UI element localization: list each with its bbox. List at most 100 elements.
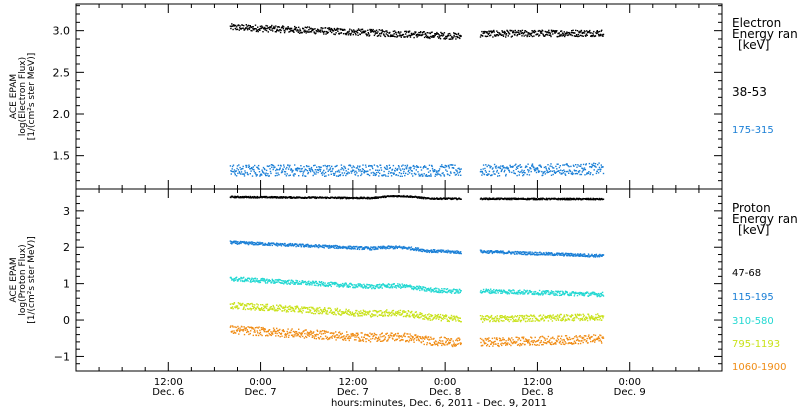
data-point	[283, 244, 285, 246]
data-point	[240, 171, 243, 173]
data-point	[566, 252, 568, 255]
data-point	[370, 28, 372, 31]
data-point	[422, 248, 424, 251]
data-point	[516, 320, 518, 322]
data-point	[502, 251, 505, 254]
data-point	[290, 310, 292, 312]
data-point	[405, 314, 408, 317]
data-point	[424, 166, 426, 168]
data-point	[427, 249, 429, 251]
data-point	[300, 310, 302, 313]
data-point	[231, 306, 233, 309]
data-point	[249, 25, 251, 27]
data-point	[442, 290, 445, 292]
data-point	[564, 197, 566, 200]
data-point	[436, 287, 438, 290]
data-point	[232, 308, 234, 310]
data-point	[595, 253, 598, 256]
data-point	[410, 170, 413, 172]
data-point	[489, 35, 491, 37]
data-point	[371, 313, 373, 315]
data-point	[517, 320, 519, 322]
data-point	[336, 164, 338, 167]
data-point	[325, 313, 328, 315]
data-point	[434, 288, 436, 290]
data-point	[427, 319, 429, 321]
data-point	[595, 31, 597, 34]
data-point	[599, 170, 602, 172]
data-point	[328, 244, 331, 247]
data-point	[328, 169, 330, 171]
data-point	[378, 34, 380, 37]
data-point	[434, 34, 436, 37]
data-point	[503, 166, 505, 168]
data-point	[270, 164, 273, 166]
data-point	[413, 317, 416, 319]
data-point	[543, 171, 545, 173]
data-point	[594, 199, 597, 201]
data-point	[328, 165, 331, 167]
data-point	[493, 250, 495, 253]
data-point	[565, 198, 567, 201]
data-point	[291, 171, 293, 173]
data-point	[293, 175, 295, 177]
data-point	[357, 284, 360, 287]
data-point	[276, 168, 278, 170]
data-point	[485, 315, 487, 317]
data-point	[486, 35, 489, 37]
data-point	[456, 35, 458, 38]
data-point	[242, 27, 244, 29]
data-point	[253, 197, 255, 199]
data-point	[491, 317, 494, 319]
data-point	[417, 197, 419, 199]
data-point	[436, 197, 439, 200]
data-point	[238, 243, 240, 245]
data-point	[383, 285, 386, 287]
data-point	[500, 165, 502, 167]
data-point	[294, 29, 297, 31]
data-point	[332, 30, 335, 32]
data-point	[243, 240, 245, 243]
data-point	[501, 30, 503, 32]
data-point	[389, 31, 391, 34]
data-point	[505, 167, 508, 169]
data-point	[530, 168, 532, 170]
data-point	[300, 283, 302, 285]
data-point	[494, 316, 497, 318]
data-point	[276, 174, 278, 177]
data-point	[233, 25, 235, 27]
data-point	[286, 309, 288, 312]
data-point	[414, 31, 416, 33]
data-point	[233, 171, 235, 173]
data-point	[281, 171, 284, 173]
data-point	[551, 30, 554, 33]
data-point	[376, 35, 379, 37]
data-point	[386, 284, 388, 286]
data-point	[458, 34, 461, 37]
data-point	[327, 245, 329, 247]
data-point	[571, 255, 574, 257]
data-point	[431, 167, 434, 170]
data-point	[276, 197, 278, 199]
data-point	[387, 315, 390, 317]
data-point	[545, 253, 548, 255]
data-point	[326, 32, 328, 34]
data-point	[379, 32, 381, 35]
data-point	[484, 170, 487, 172]
data-point	[267, 281, 269, 283]
data-point	[597, 293, 599, 295]
data-point	[265, 28, 267, 30]
data-point	[385, 248, 387, 250]
data-point	[329, 307, 332, 310]
data-point	[332, 172, 335, 175]
data-point	[271, 281, 273, 283]
data-point	[357, 168, 360, 170]
data-point	[412, 164, 415, 167]
data-point	[550, 292, 552, 295]
data-point	[253, 306, 255, 309]
data-point	[363, 171, 365, 173]
data-point	[452, 36, 454, 38]
data-point	[405, 316, 407, 318]
data-point	[252, 280, 254, 282]
data-point	[283, 282, 286, 284]
